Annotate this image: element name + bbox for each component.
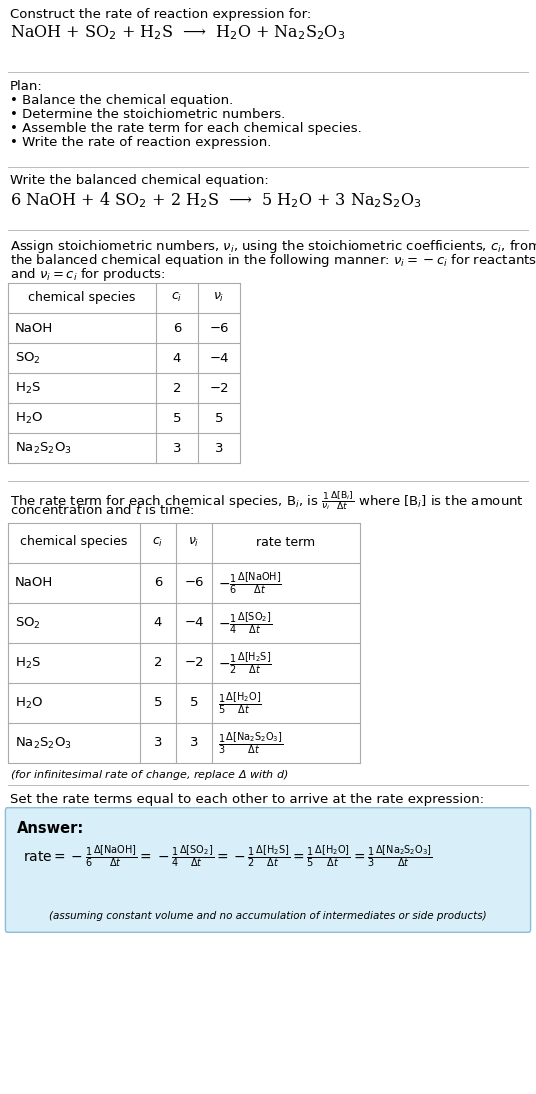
Text: 5: 5 (215, 411, 224, 424)
Text: 6 NaOH + 4 SO$_2$ + 2 H$_2$S  ⟶  5 H$_2$O + 3 Na$_2$S$_2$O$_3$: 6 NaOH + 4 SO$_2$ + 2 H$_2$S ⟶ 5 H$_2$O … (10, 190, 422, 210)
Text: $\frac{1}{5}\frac{\Delta[\mathrm{H_2O}]}{\Delta t}$: $\frac{1}{5}\frac{\Delta[\mathrm{H_2O}]}… (218, 690, 262, 715)
Text: SO$_2$: SO$_2$ (15, 350, 41, 365)
Text: H$_2$O: H$_2$O (15, 410, 43, 426)
Text: chemical species: chemical species (20, 535, 128, 548)
Text: $\nu_i$: $\nu_i$ (188, 535, 200, 548)
Text: $\mathrm{rate} = -\frac{1}{6}\frac{\Delta[\mathrm{NaOH}]}{\Delta t} = -\frac{1}{: $\mathrm{rate} = -\frac{1}{6}\frac{\Delt… (23, 843, 433, 869)
Text: 2: 2 (173, 382, 181, 395)
Text: NaOH: NaOH (15, 577, 53, 590)
Text: • Assemble the rate term for each chemical species.: • Assemble the rate term for each chemic… (10, 123, 362, 135)
Text: $c_i$: $c_i$ (172, 290, 183, 303)
Text: Na$_2$S$_2$O$_3$: Na$_2$S$_2$O$_3$ (15, 441, 72, 455)
Text: 5: 5 (190, 697, 198, 710)
FancyBboxPatch shape (5, 807, 531, 932)
Text: NaOH + SO$_2$ + H$_2$S  ⟶  H$_2$O + Na$_2$S$_2$O$_3$: NaOH + SO$_2$ + H$_2$S ⟶ H$_2$O + Na$_2$… (10, 23, 345, 42)
Text: Write the balanced chemical equation:: Write the balanced chemical equation: (10, 174, 269, 187)
Text: • Balance the chemical equation.: • Balance the chemical equation. (10, 94, 233, 107)
Text: Assign stoichiometric numbers, $\nu_i$, using the stoichiometric coefficients, $: Assign stoichiometric numbers, $\nu_i$, … (10, 238, 536, 255)
Text: $-\frac{1}{2}\frac{\Delta[\mathrm{H_2S}]}{\Delta t}$: $-\frac{1}{2}\frac{\Delta[\mathrm{H_2S}]… (218, 650, 272, 676)
Text: 5: 5 (154, 697, 162, 710)
Text: rate term: rate term (256, 535, 316, 548)
Text: 3: 3 (215, 442, 224, 454)
Text: 5: 5 (173, 411, 181, 424)
Text: H$_2$S: H$_2$S (15, 655, 41, 671)
Text: H$_2$O: H$_2$O (15, 696, 43, 710)
Text: 3: 3 (190, 736, 198, 749)
Text: and $\nu_i = c_i$ for products:: and $\nu_i = c_i$ for products: (10, 266, 166, 283)
Text: Set the rate terms equal to each other to arrive at the rate expression:: Set the rate terms equal to each other t… (10, 793, 484, 806)
Text: $\frac{1}{3}\frac{\Delta[\mathrm{Na_2S_2O_3}]}{\Delta t}$: $\frac{1}{3}\frac{\Delta[\mathrm{Na_2S_2… (218, 730, 283, 756)
Text: 4: 4 (154, 617, 162, 629)
Text: 4: 4 (173, 351, 181, 364)
Text: (for infinitesimal rate of change, replace Δ with $d$): (for infinitesimal rate of change, repla… (10, 768, 289, 782)
Text: $\nu_i$: $\nu_i$ (213, 290, 225, 303)
Text: the balanced chemical equation in the following manner: $\nu_i = -c_i$ for react: the balanced chemical equation in the fo… (10, 252, 536, 269)
Text: Construct the rate of reaction expression for:: Construct the rate of reaction expressio… (10, 8, 311, 21)
Text: • Determine the stoichiometric numbers.: • Determine the stoichiometric numbers. (10, 108, 285, 121)
Text: 3: 3 (173, 442, 181, 454)
Text: $c_i$: $c_i$ (152, 535, 163, 548)
Text: 6: 6 (173, 322, 181, 335)
Text: −2: −2 (184, 656, 204, 670)
Text: H$_2$S: H$_2$S (15, 381, 41, 396)
Text: Answer:: Answer: (17, 820, 84, 836)
Text: The rate term for each chemical species, B$_i$, is $\frac{1}{\nu_i}\frac{\Delta[: The rate term for each chemical species,… (10, 489, 524, 512)
Text: −4: −4 (209, 351, 229, 364)
Text: Plan:: Plan: (10, 80, 43, 93)
Text: SO$_2$: SO$_2$ (15, 616, 41, 630)
Text: −2: −2 (209, 382, 229, 395)
Text: (assuming constant volume and no accumulation of intermediates or side products): (assuming constant volume and no accumul… (49, 911, 487, 921)
Text: • Write the rate of reaction expression.: • Write the rate of reaction expression. (10, 136, 271, 149)
Text: −6: −6 (209, 322, 229, 335)
Text: 6: 6 (154, 577, 162, 590)
Text: 3: 3 (154, 736, 162, 749)
Text: NaOH: NaOH (15, 322, 53, 335)
Text: concentration and $t$ is time:: concentration and $t$ is time: (10, 503, 194, 517)
Text: $-\frac{1}{6}\frac{\Delta[\mathrm{NaOH}]}{\Delta t}$: $-\frac{1}{6}\frac{\Delta[\mathrm{NaOH}]… (218, 570, 282, 596)
Text: chemical species: chemical species (28, 291, 136, 303)
Text: 2: 2 (154, 656, 162, 670)
Text: Na$_2$S$_2$O$_3$: Na$_2$S$_2$O$_3$ (15, 735, 72, 750)
Text: $-\frac{1}{4}\frac{\Delta[\mathrm{SO_2}]}{\Delta t}$: $-\frac{1}{4}\frac{\Delta[\mathrm{SO_2}]… (218, 610, 272, 636)
Text: −4: −4 (184, 617, 204, 629)
Text: −6: −6 (184, 577, 204, 590)
